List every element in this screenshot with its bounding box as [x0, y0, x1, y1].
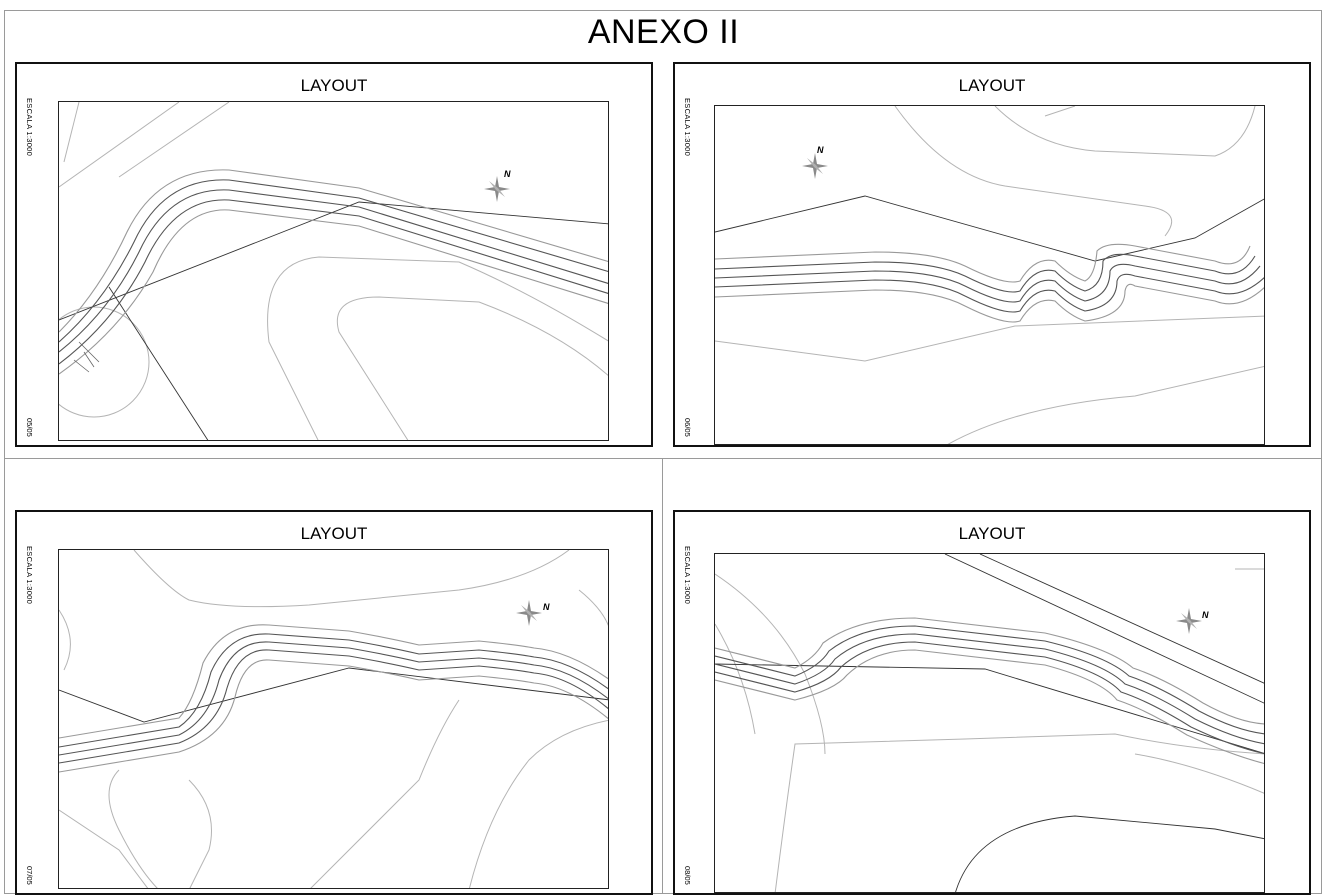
road-offset [59, 209, 608, 375]
document-title: ANEXO II [587, 13, 740, 51]
map-drawing [59, 102, 608, 440]
road-edge [59, 179, 608, 343]
road-offset [59, 659, 608, 773]
layout-panel-2: LAYOUT ESCALA 1:3000 06/05 [673, 62, 1311, 447]
road-edge [59, 649, 608, 764]
contour-line [59, 102, 180, 188]
contour-line [715, 573, 826, 755]
boundary-line [715, 663, 1264, 754]
road-edge [715, 273, 1264, 313]
north-label: N [504, 169, 511, 179]
road-edge [715, 253, 1256, 293]
layout-panel-1: LAYOUT ESCALA 1:3000 05/05 [15, 62, 653, 447]
horizontal-divider [4, 458, 1322, 459]
boundary-line [108, 286, 209, 440]
scale-label: ESCALA 1:3000 [683, 546, 692, 605]
panel-title: LAYOUT [958, 76, 1026, 95]
layout-panel-4: LAYOUT ESCALA 1:3000 08/05 [673, 510, 1311, 895]
contour-line [469, 719, 608, 888]
boundary-line [944, 554, 1264, 704]
contour-line [774, 733, 1264, 892]
scale-label: ESCALA 1:3000 [25, 546, 34, 605]
road-axis [715, 263, 1261, 303]
scale-label: ESCALA 1:3000 [683, 98, 692, 157]
contour-line [715, 623, 756, 735]
contour-line [894, 106, 1173, 237]
panel-title: LAYOUT [958, 524, 1026, 543]
map-viewport[interactable] [714, 553, 1265, 893]
road-axis [59, 189, 608, 353]
contour-line [59, 609, 71, 671]
contour-line [947, 365, 1264, 444]
sheet-number: 08/05 [683, 866, 692, 885]
road-offset [59, 624, 608, 739]
sheet-number: 05/05 [25, 418, 34, 437]
north-arrow-icon [798, 149, 832, 183]
map-viewport[interactable] [58, 549, 609, 889]
contour-line [59, 809, 149, 888]
contour-line [188, 779, 212, 888]
contour-line [1134, 753, 1264, 794]
contour-line [310, 699, 460, 888]
layout-panel-3: LAYOUT ESCALA 1:3000 07/05 [15, 510, 653, 895]
contour-line [108, 769, 158, 888]
map-drawing [715, 554, 1264, 892]
map-drawing [59, 550, 608, 888]
map-viewport[interactable] [714, 105, 1265, 445]
road-edge [715, 641, 1264, 755]
sheet-number: 06/05 [683, 418, 692, 437]
contour-line [715, 315, 1264, 362]
north-arrow-icon [512, 596, 546, 630]
road-offset [715, 283, 1264, 323]
road-axis [59, 641, 608, 756]
vertical-divider [662, 458, 663, 894]
sheet-number: 07/05 [25, 866, 34, 885]
contour-line [133, 550, 570, 608]
road-edge [715, 625, 1264, 735]
contour-line [267, 256, 608, 440]
contour-line [1044, 106, 1076, 117]
contour-line [63, 102, 80, 163]
road-offset [715, 617, 1264, 725]
contour-line [118, 102, 230, 178]
map-viewport[interactable] [58, 101, 609, 441]
north-label: N [543, 602, 550, 612]
road-offset [715, 243, 1251, 283]
boundary-line [715, 195, 1264, 262]
road-edge [59, 199, 608, 365]
panel-title: LAYOUT [300, 76, 368, 95]
contour-line [337, 296, 608, 440]
panel-title: LAYOUT [300, 524, 368, 543]
north-label: N [817, 145, 824, 155]
contour-line [578, 589, 608, 626]
sheet-border [4, 10, 1322, 894]
road-offset [59, 169, 608, 333]
contour-circle [59, 306, 150, 418]
boundary-line [59, 667, 608, 723]
boundary-line [979, 554, 1264, 684]
road-offset [715, 649, 1264, 765]
north-arrow-icon [480, 172, 514, 206]
contour-line [994, 106, 1256, 157]
north-arrow-icon [1172, 604, 1206, 638]
boundary-line [955, 815, 1264, 892]
scale-label: ESCALA 1:3000 [25, 98, 34, 157]
road-edge [59, 633, 608, 748]
boundary-line [59, 201, 608, 321]
road-axis [715, 633, 1264, 745]
north-label: N [1202, 610, 1209, 620]
map-drawing [715, 106, 1264, 444]
